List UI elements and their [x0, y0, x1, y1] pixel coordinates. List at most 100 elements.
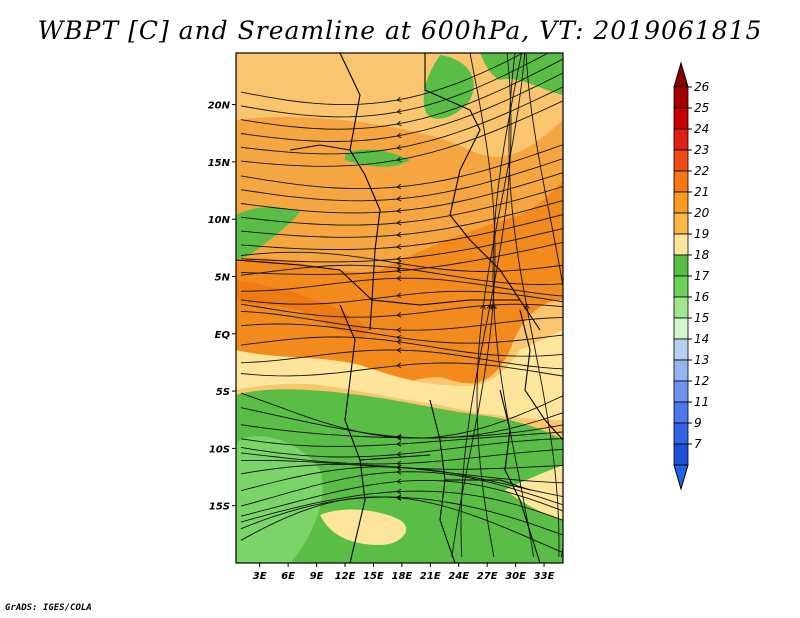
- streamline: [240, 362, 563, 377]
- chart-title: WBPT [C] and Sreamline at 600hPa, VT: 20…: [37, 16, 763, 45]
- lon-label: 12E: [335, 571, 356, 582]
- streamline: [240, 496, 563, 554]
- lon-label: 18E: [391, 571, 412, 582]
- streamline-arrow: [396, 195, 402, 202]
- streamlines: [240, 53, 563, 558]
- streamline-arrow: [396, 132, 402, 139]
- streamline: [240, 214, 563, 251]
- colorbar-swatch: [673, 107, 689, 130]
- colorbar-swatch: [673, 401, 689, 424]
- streamline: [240, 53, 550, 118]
- border-line: [499, 389, 541, 563]
- colorbar-label: 17: [694, 269, 710, 283]
- streamline: [240, 264, 563, 285]
- streamline-arrow: [396, 183, 402, 190]
- streamline-arrow: [396, 156, 402, 163]
- streamline: [240, 448, 563, 465]
- streamline: [240, 490, 563, 523]
- colorbar-label: 15: [694, 311, 709, 325]
- country-borders: [236, 53, 563, 563]
- streamline-arrow: [396, 243, 402, 250]
- streamline: [240, 496, 563, 536]
- streamline-arrow: [396, 312, 402, 318]
- colorbar-swatch: [673, 275, 689, 298]
- lon-label: 21E: [420, 571, 441, 582]
- colorbar-bottom-arrow: [673, 464, 689, 491]
- streamline-arrow: [396, 334, 402, 341]
- streamline: [240, 349, 563, 370]
- lon-label: 15E: [363, 571, 384, 582]
- streamline-arrow: [491, 304, 497, 310]
- streamline-arrow: [396, 231, 402, 238]
- colorbar-swatch: [673, 422, 689, 445]
- field-dark-orange-equatorial-band: [236, 180, 563, 384]
- colorbar-label: 12: [694, 374, 709, 388]
- streamline-arrow: [396, 265, 402, 272]
- streamline-arrow: [396, 219, 402, 226]
- streamline-arrow: [396, 255, 402, 262]
- streamline: [240, 471, 563, 507]
- colorbar-label: 14: [694, 332, 709, 346]
- field-pale-yellow-band: [236, 330, 563, 420]
- colorbar-swatch: [673, 86, 689, 109]
- lat-label: 10S: [209, 444, 230, 455]
- streamline-arrow: [396, 327, 402, 333]
- streamline: [240, 466, 563, 498]
- lat-label: EQ: [215, 330, 231, 341]
- colorbar-top-arrow: [673, 61, 689, 88]
- border-line: [236, 259, 541, 331]
- colorbar-label: 11: [694, 395, 709, 409]
- streamline: [240, 407, 563, 439]
- streamline: [240, 158, 563, 202]
- colorbar-swatch: [673, 443, 689, 466]
- colorbar-swatch: [673, 380, 689, 403]
- colorbar-swatch: [673, 212, 689, 235]
- streamline: [240, 277, 563, 297]
- streamline: [240, 53, 524, 106]
- colorbar-swatch: [673, 296, 689, 319]
- border-line: [424, 53, 521, 301]
- colorbar-swatch: [673, 149, 689, 172]
- streamline-arrow: [396, 260, 402, 267]
- streamline: [240, 241, 563, 275]
- streamline: [240, 58, 563, 130]
- lat-label: 5S: [216, 387, 230, 398]
- lat-label: 5N: [215, 272, 231, 283]
- colorbar-label: 9: [694, 416, 702, 430]
- field-pale-yellow-se-patch: [505, 465, 563, 520]
- lat-label: 10N: [208, 215, 231, 226]
- streamline: [240, 200, 563, 238]
- border-line: [289, 144, 351, 151]
- streamline-arrow: [396, 362, 402, 369]
- streamline-arrow: [480, 304, 486, 310]
- lon-label: 33E: [534, 571, 555, 582]
- border-line: [339, 53, 381, 331]
- border-line: [519, 309, 563, 441]
- streamline: [240, 186, 563, 226]
- streamline-arrow: [396, 275, 402, 282]
- colorbar-swatch: [673, 317, 689, 340]
- border-line: [339, 304, 366, 563]
- colorbar-label: 13: [694, 353, 709, 367]
- streamline-arrow: [396, 469, 402, 475]
- colorbar-label: 23: [694, 143, 709, 157]
- colorbar-label: 22: [694, 164, 709, 178]
- colorbar-swatch: [673, 233, 689, 256]
- streamline-arrow: [396, 144, 402, 151]
- streamline-arrow: [396, 488, 402, 495]
- colorbar-swatch: [673, 359, 689, 382]
- streamline: [240, 479, 563, 517]
- colorbar-swatch: [673, 191, 689, 214]
- colorbar-label: 24: [694, 122, 709, 136]
- streamline: [240, 323, 563, 344]
- streamline-arrow: [396, 108, 402, 115]
- colorbar-label: 26: [694, 80, 710, 94]
- border-line: [445, 479, 531, 491]
- lon-label: 3E: [253, 571, 267, 582]
- colorbar-label: 19: [694, 227, 709, 241]
- streamline: [240, 144, 563, 190]
- streamline-arrow: [396, 347, 402, 353]
- lon-label: 27E: [477, 571, 498, 582]
- lat-label: 20N: [208, 101, 231, 112]
